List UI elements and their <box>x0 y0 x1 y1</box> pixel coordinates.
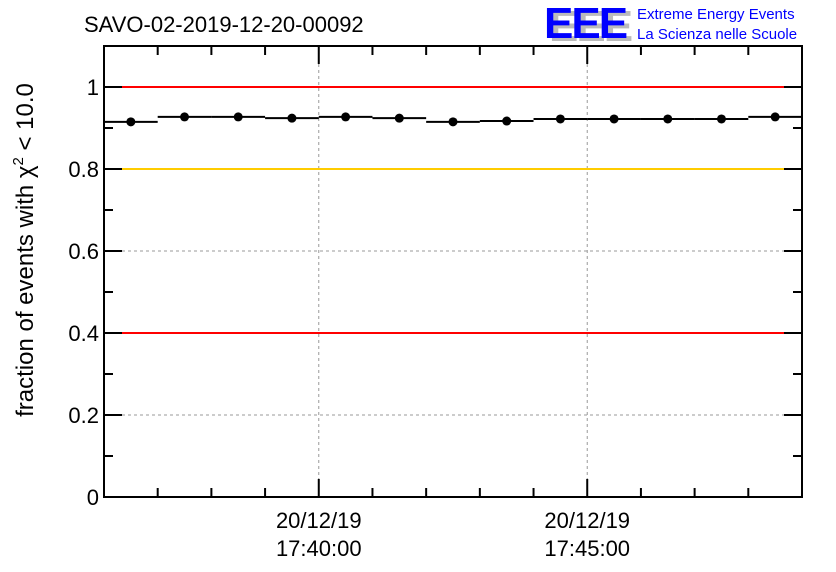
data-point <box>502 116 512 126</box>
data-point <box>555 114 565 124</box>
y-tick-label: 0.4 <box>68 321 99 346</box>
chart-title: SAVO-02-2019-12-20-00092 <box>84 12 364 37</box>
plot-frame <box>103 45 803 498</box>
x-tick-label-date: 20/12/19 <box>544 508 630 533</box>
data-point <box>394 113 404 123</box>
y-tick-label: 0 <box>87 485 99 510</box>
logo: EEE Extreme Energy Events La Scienza nel… <box>544 0 797 48</box>
data-point <box>663 114 673 124</box>
data-point <box>448 117 458 127</box>
data-point <box>716 114 726 124</box>
data-point <box>180 112 190 122</box>
logo-line1: Extreme Energy Events <box>637 6 795 23</box>
data-point <box>287 113 297 123</box>
y-axis-label: fraction of events with χ2 < 10.0 <box>10 83 39 417</box>
y-tick-label: 1 <box>87 75 99 100</box>
data-point <box>341 112 351 122</box>
y-tick-label: 0.2 <box>68 403 99 428</box>
y-tick-label: 0.8 <box>68 157 99 182</box>
logo-mark: EEE <box>544 0 627 48</box>
data-point <box>609 114 619 124</box>
plot-area: 0 0.2 0.4 0.6 0.8 1 20/12/19 17:40:00 20/12/19 17… <box>68 45 803 561</box>
data-point <box>233 112 243 122</box>
data-point <box>126 117 136 127</box>
x-tick-label-time: 17:45:00 <box>544 536 630 561</box>
data-point <box>770 112 780 122</box>
x-tick-label-time: 17:40:00 <box>276 536 362 561</box>
y-tick-label: 0.6 <box>68 239 99 264</box>
logo-line2: La Scienza nelle Scuole <box>637 26 797 43</box>
x-tick-label-date: 20/12/19 <box>276 508 362 533</box>
